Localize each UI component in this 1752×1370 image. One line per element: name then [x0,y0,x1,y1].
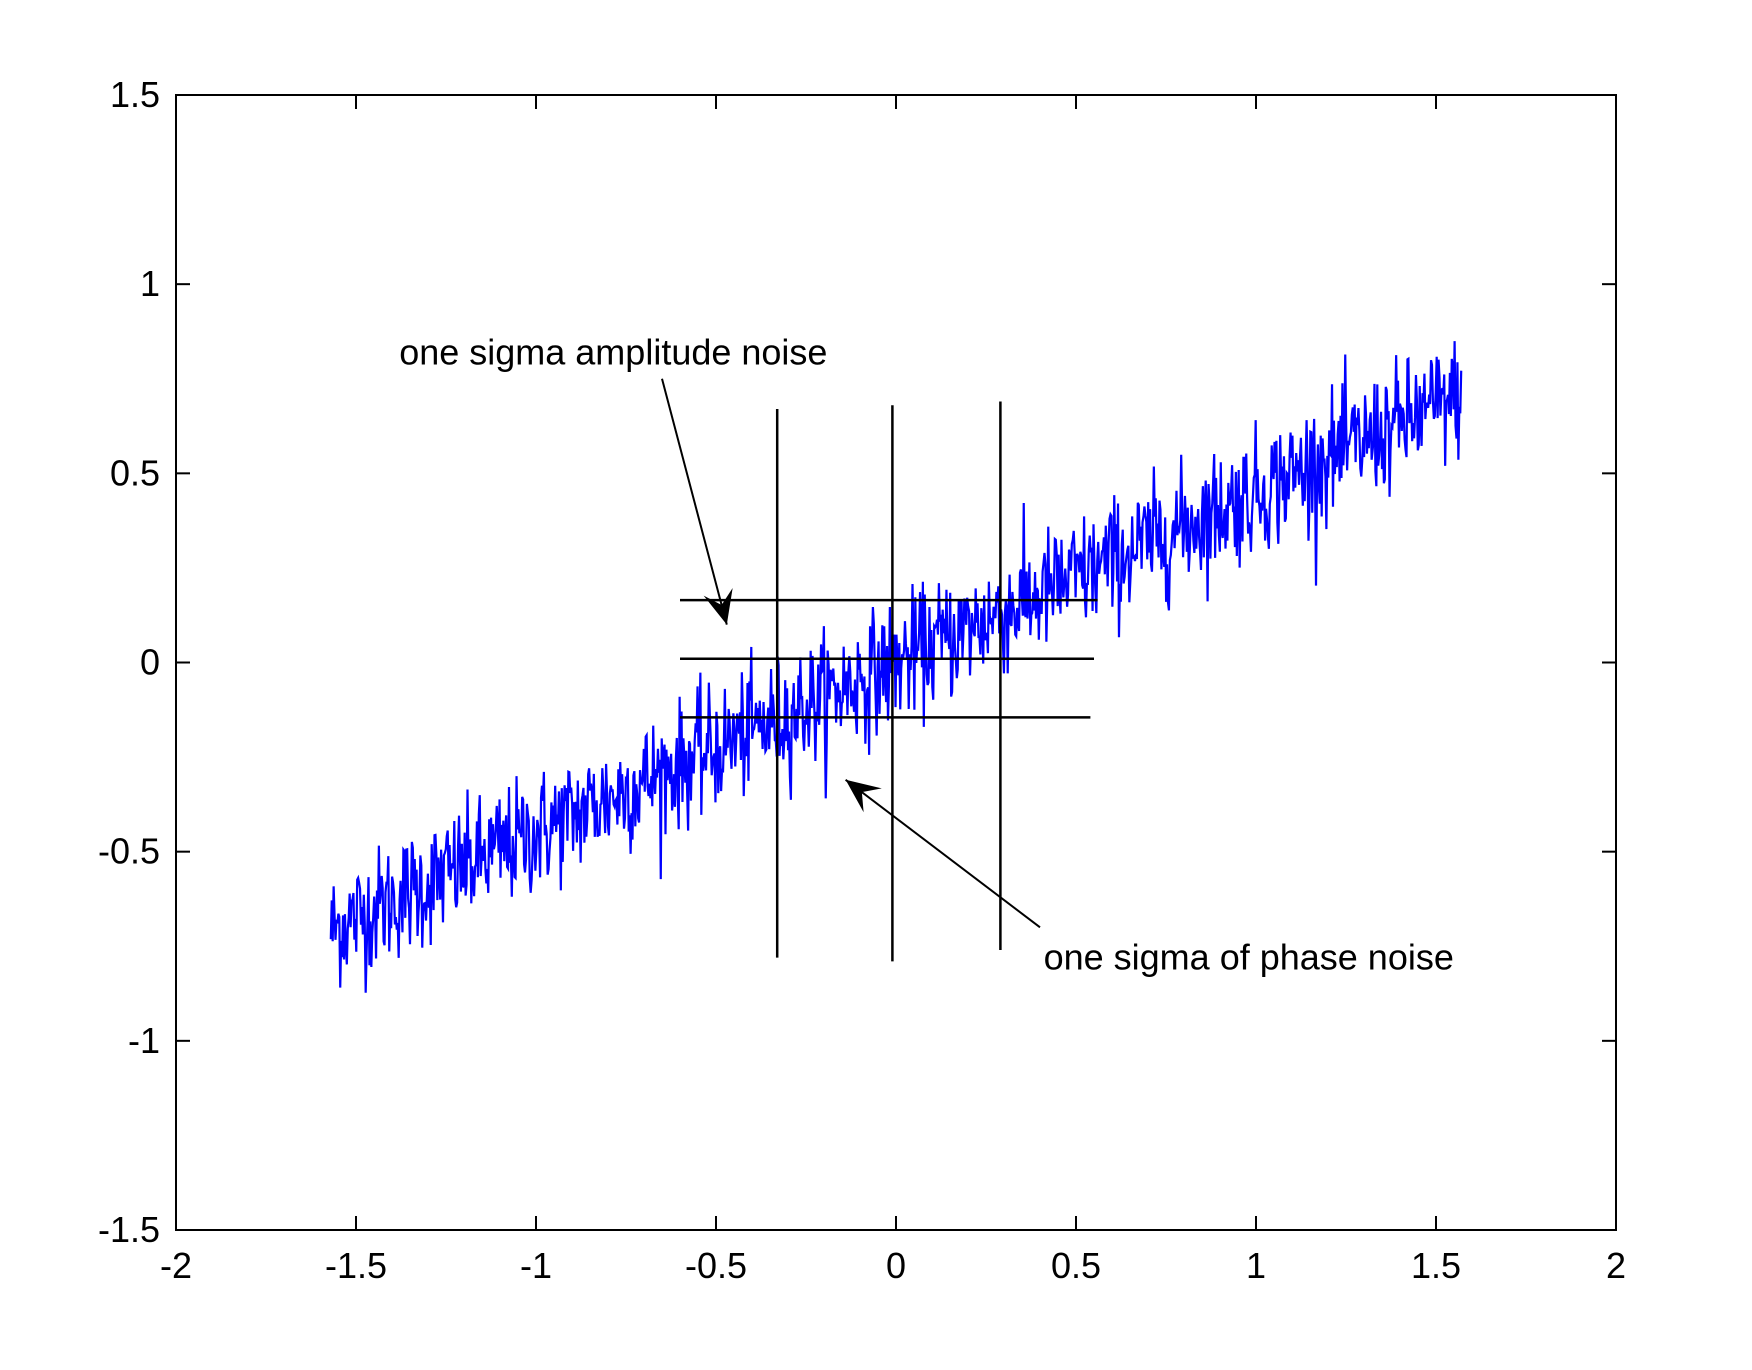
x-tick-label: -0.5 [685,1245,747,1286]
amplitude-noise-label: one sigma amplitude noise [399,331,827,372]
x-tick-label: -1.5 [325,1245,387,1286]
y-tick-label: 1 [140,263,160,304]
series-line-0 [329,341,1463,993]
phase-noise-arrow-line [844,778,1041,929]
x-tick-label: 2 [1606,1245,1626,1286]
x-tick-label: 0.5 [1051,1245,1101,1286]
reference-lines [680,401,1098,962]
y-tick-label: 0 [140,642,160,683]
y-tick-label: -0.5 [98,831,160,872]
y-tick-label: -1.5 [98,1209,160,1250]
amplitude-noise-arrow-line [661,378,728,625]
x-tick-label: -1 [520,1245,552,1286]
x-tick-label: 0 [886,1245,906,1286]
y-tick-label: 1.5 [110,74,160,115]
y-tick-label: 0.5 [110,452,160,493]
phase-noise-arrowhead [845,779,882,813]
x-tick-label: 1.5 [1411,1245,1461,1286]
x-tick-label: 1 [1246,1245,1266,1286]
y-tick-label: -1 [128,1020,160,1061]
phase-noise-label: one sigma of phase noise [1044,937,1454,978]
annotations: one sigma amplitude noise one sigma of ph… [399,331,1454,977]
axis-ticks: -2 -1.5 -1 -0.5 0 0.5 1 1.5 2-1.5-1-0.500.511.5 [98,74,1626,1286]
amplitude-noise-arrowhead [703,587,733,625]
x-tick-label: -2 [160,1245,192,1286]
series-layer [329,341,1463,993]
